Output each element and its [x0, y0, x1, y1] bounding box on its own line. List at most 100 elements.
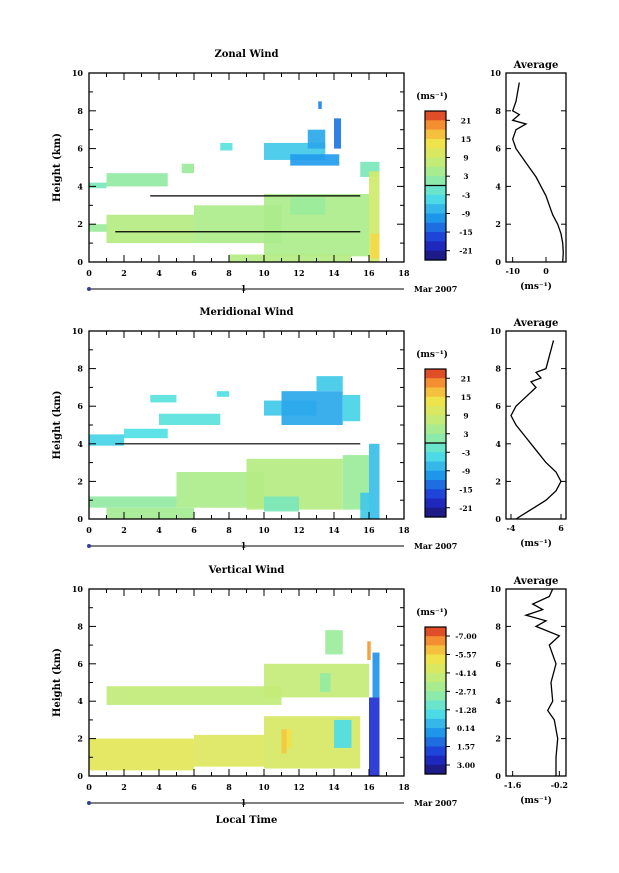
data-cell — [124, 428, 168, 439]
x-tick-label: 18 — [398, 525, 410, 535]
x-tick-label: 14 — [328, 268, 340, 278]
date-axis-month-label: Mar 2007 — [414, 541, 457, 551]
colorbar-unit-label: (ms⁻¹) — [416, 349, 448, 360]
colorbar-unit-label: (ms⁻¹) — [416, 607, 448, 618]
colorbar-band — [425, 489, 446, 500]
y-axis-label: Height (km) — [52, 391, 63, 460]
data-cell — [369, 697, 380, 776]
y-axis-label: Height (km) — [52, 648, 63, 717]
colorbar-band — [425, 406, 446, 416]
colorbar-band — [425, 138, 446, 149]
x-tick-label: 16 — [363, 782, 375, 792]
y-tick-label: 4 — [77, 439, 83, 449]
x-tick-label: 6 — [191, 782, 197, 792]
data-cell — [334, 118, 341, 149]
x-tick-label: 4 — [156, 525, 162, 535]
profile-y-tick-label: 0 — [495, 257, 501, 267]
panel-title: Zonal Wind — [214, 49, 278, 60]
colorbar-band — [425, 157, 446, 168]
profile-y-tick-label: 4 — [495, 181, 501, 191]
colorbar-band — [425, 627, 446, 637]
x-tick-label: 2 — [121, 268, 127, 278]
colorbar: 3.00 1.57 0.14 -1.28 -2.71 -4.14 -5.57 -7.00 (ms… — [416, 607, 477, 775]
x-tick-label: 10 — [258, 782, 270, 792]
data-cell — [89, 496, 177, 508]
colorbar-tick-label: -9 — [462, 209, 470, 218]
colorbar-band — [425, 120, 446, 131]
colorbar-band — [425, 433, 446, 444]
profile-frame — [505, 588, 567, 777]
profile-title: Average — [513, 318, 559, 329]
colorbar-band — [425, 415, 446, 426]
colorbar-band — [425, 709, 446, 720]
y-tick-label: 10 — [72, 584, 84, 594]
data-cell — [150, 394, 177, 403]
data-cell — [290, 197, 326, 215]
data-cell — [89, 738, 194, 771]
x-tick-label: 0 — [86, 782, 92, 792]
colorbar-tick-label: -21 — [459, 247, 473, 256]
x-tick-label: 8 — [226, 268, 232, 278]
x-tick-label: 6 — [191, 268, 197, 278]
y-tick-label: 10 — [72, 68, 84, 78]
colorbar-band — [425, 452, 446, 463]
x-tick-label: 12 — [293, 782, 304, 792]
colorbar-band — [425, 424, 446, 435]
y-tick-label: 4 — [77, 181, 83, 191]
data-cell — [372, 652, 380, 698]
data-cell — [264, 663, 369, 698]
data-cell — [89, 224, 107, 232]
profile-y-tick-label: 10 — [490, 68, 502, 78]
x-tick-label: 12 — [293, 268, 304, 278]
y-tick-label: 4 — [77, 696, 83, 706]
profile-x-tick-label: -4 — [507, 523, 516, 533]
x-tick-label: 4 — [156, 268, 162, 278]
data-cell — [194, 734, 264, 767]
profile-y-tick-label: 2 — [495, 734, 501, 744]
data-cell — [369, 443, 380, 519]
colorbar-band — [425, 645, 446, 656]
colorbar-band — [425, 507, 446, 518]
profile-y-tick-label: 8 — [495, 621, 501, 631]
y-tick-label: 2 — [77, 734, 83, 744]
average-profile: Average 0 2 4 6 8 10 -4 6 (ms⁻¹) — [490, 318, 567, 549]
profile-line — [523, 588, 561, 776]
data-cell — [318, 101, 322, 109]
profile-x-tick-label: -0.2 — [551, 780, 568, 790]
colorbar-tick-label: 3.00 — [457, 761, 475, 770]
x-tick-label: 8 — [226, 525, 232, 535]
colorbar-tick-label: 21 — [461, 374, 471, 383]
y-tick-label: 0 — [77, 514, 83, 524]
profile-y-tick-label: 4 — [495, 696, 501, 706]
profile-x-tick-label: 6 — [558, 523, 564, 533]
colorbar-band — [425, 672, 446, 683]
colorbar-tick-label: 3 — [463, 172, 468, 181]
profile-y-tick-label: 2 — [495, 476, 501, 486]
date-axis-day-label: 1 — [241, 283, 247, 293]
x-tick-label: 6 — [191, 525, 197, 535]
x-tick-label: 0 — [86, 268, 92, 278]
y-tick-label: 6 — [77, 401, 83, 411]
x-tick-label: 0 — [86, 525, 92, 535]
data-cell — [369, 171, 380, 262]
colorbar-band — [425, 700, 446, 711]
colorbar-band — [425, 166, 446, 177]
colorbar-band — [425, 204, 446, 215]
date-axis-start-marker — [87, 287, 91, 291]
data-cell — [316, 376, 343, 392]
colorbar-band — [425, 755, 446, 766]
data-regions — [89, 376, 380, 519]
profile-y-tick-label: 10 — [490, 584, 502, 594]
profile-y-tick-label: 0 — [495, 771, 501, 781]
colorbar: 21 15 9 3 -3 -9 -15 -21 (ms⁻¹) — [416, 91, 473, 261]
profile-x-tick-label: -1.6 — [504, 780, 522, 790]
profile-title: Average — [513, 576, 559, 587]
data-cell — [89, 182, 107, 189]
average-profile: Average 0 2 4 6 8 10 -10 0 (ms⁻¹) — [490, 60, 567, 292]
date-axis-month-label: Mar 2007 — [414, 284, 457, 294]
profile-frame — [505, 72, 567, 263]
colorbar-tick-label: -1.28 — [455, 706, 476, 715]
data-cell — [360, 492, 371, 519]
